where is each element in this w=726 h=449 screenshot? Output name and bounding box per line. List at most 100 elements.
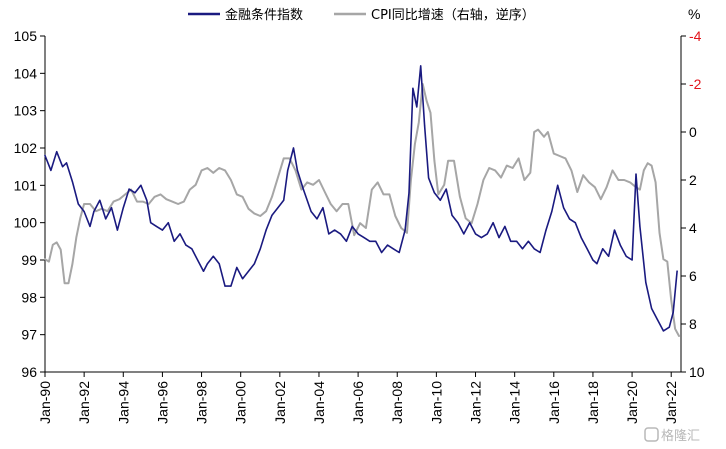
data-point	[116, 229, 118, 231]
data-point	[643, 169, 645, 171]
data-point	[418, 121, 420, 123]
data-point	[469, 222, 471, 224]
legend-label-cpi: CPI同比增速（右轴，逆序）	[371, 7, 535, 23]
data-point	[371, 189, 373, 191]
data-point	[253, 263, 255, 265]
data-point	[218, 263, 220, 265]
data-point	[300, 189, 302, 191]
data-point	[608, 255, 610, 257]
data-point	[77, 203, 79, 205]
data-point	[271, 196, 273, 198]
right-axis-ticks: -4 -2 0 2 4 6 8 10	[681, 28, 705, 380]
data-point	[353, 234, 355, 236]
data-point	[404, 229, 406, 231]
data-point	[537, 129, 539, 131]
data-point	[433, 192, 435, 194]
data-point	[662, 258, 665, 260]
data-point	[150, 222, 152, 224]
data-point	[110, 207, 113, 209]
data-point	[463, 233, 465, 235]
data-point	[218, 167, 220, 169]
data-point	[639, 189, 641, 191]
data-point	[457, 222, 459, 224]
data-point	[631, 259, 633, 261]
left-tick-label: 97	[21, 327, 37, 343]
data-point	[336, 210, 338, 212]
data-point	[56, 151, 58, 153]
data-point	[394, 215, 396, 217]
right-tick-label: 2	[689, 172, 697, 188]
right-tick-label: 10	[689, 364, 705, 380]
data-point	[236, 266, 238, 269]
data-point	[107, 210, 109, 212]
series-index	[44, 65, 678, 332]
right-tick-label: 6	[689, 268, 697, 284]
data-point	[177, 203, 179, 205]
data-point	[122, 207, 124, 209]
data-point	[375, 240, 377, 242]
data-point	[377, 181, 379, 183]
data-point	[576, 191, 578, 193]
right-tick-label: -4	[689, 28, 702, 44]
data-point	[623, 179, 625, 181]
data-point	[451, 214, 453, 216]
data-point	[506, 165, 508, 167]
data-point	[488, 167, 490, 169]
data-point	[322, 207, 324, 209]
data-point	[521, 248, 524, 250]
data-point	[318, 179, 320, 181]
data-point	[259, 215, 261, 217]
data-point	[656, 319, 659, 321]
data-point	[287, 169, 289, 171]
data-point	[600, 198, 602, 200]
data-point	[492, 222, 494, 224]
data-point	[369, 240, 371, 242]
data-point	[206, 167, 208, 169]
data-point	[518, 157, 520, 159]
data-point	[398, 251, 400, 254]
data-point	[606, 186, 608, 188]
data-point	[142, 201, 144, 203]
data-point	[146, 199, 148, 201]
data-point	[668, 326, 670, 328]
data-point	[212, 255, 214, 257]
data-point	[414, 143, 416, 145]
data-point	[64, 282, 66, 284]
data-point	[324, 191, 326, 193]
data-point	[191, 248, 193, 250]
left-tick-label: 99	[21, 252, 37, 268]
data-point	[568, 218, 571, 220]
data-point	[547, 131, 549, 133]
data-point	[582, 174, 584, 176]
data-point	[613, 229, 616, 231]
x-tick-label: Jan-14	[507, 381, 523, 424]
data-point	[416, 106, 418, 108]
data-point	[363, 237, 365, 239]
left-tick-label: 102	[14, 140, 38, 156]
data-point	[283, 199, 285, 201]
data-point	[202, 270, 205, 272]
data-point	[79, 217, 81, 219]
data-point	[230, 179, 232, 181]
data-point	[89, 203, 91, 205]
data-point	[527, 240, 530, 242]
right-tick-label: 4	[689, 220, 697, 236]
data-point	[465, 217, 467, 219]
data-point	[283, 157, 285, 159]
data-point	[553, 153, 555, 155]
data-point	[410, 179, 412, 181]
data-point	[189, 189, 191, 191]
data-point	[539, 251, 541, 254]
x-tick-label: Jan-92	[76, 381, 92, 424]
data-point	[655, 181, 657, 183]
data-point	[206, 263, 208, 265]
data-point	[93, 210, 95, 213]
left-axis-ticks: 96 97 98 99 100 101 102 103 104 105	[14, 28, 45, 380]
data-point	[75, 237, 77, 239]
x-tick-label: Jan-12	[468, 381, 484, 424]
data-point	[647, 162, 649, 164]
data-point	[453, 160, 455, 162]
left-tick-label: 98	[21, 289, 37, 305]
data-point	[564, 157, 567, 159]
